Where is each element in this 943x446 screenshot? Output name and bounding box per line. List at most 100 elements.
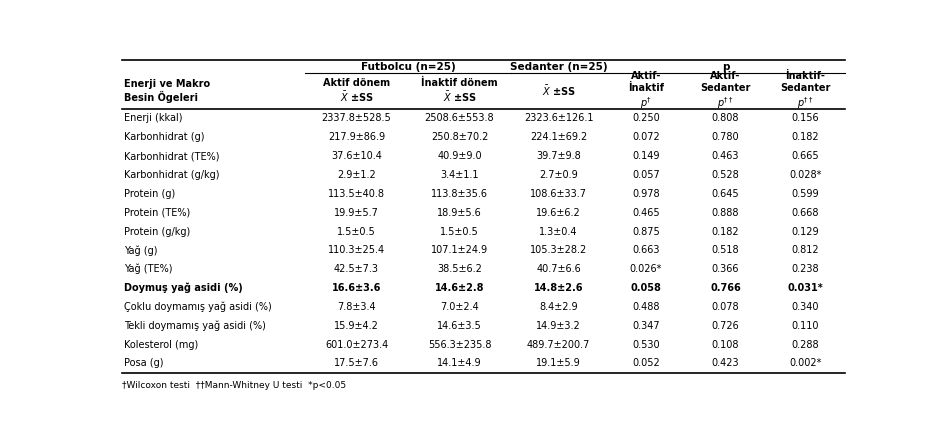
Text: 0.518: 0.518: [712, 245, 739, 256]
Text: 0.812: 0.812: [791, 245, 819, 256]
Text: 0.599: 0.599: [791, 189, 819, 199]
Text: Protein (TE%): Protein (TE%): [124, 208, 190, 218]
Text: 113.8±35.6: 113.8±35.6: [431, 189, 488, 199]
Text: 0.108: 0.108: [712, 339, 739, 350]
Text: 108.6±33.7: 108.6±33.7: [530, 189, 587, 199]
Text: 1.5±0.5: 1.5±0.5: [338, 227, 376, 236]
Text: 0.288: 0.288: [791, 339, 819, 350]
Text: 556.3±235.8: 556.3±235.8: [428, 339, 491, 350]
Text: 0.726: 0.726: [712, 321, 739, 331]
Text: 107.1±24.9: 107.1±24.9: [431, 245, 488, 256]
Text: 0.888: 0.888: [712, 208, 739, 218]
Text: $\bar{X}$ ±SS: $\bar{X}$ ±SS: [541, 84, 575, 98]
Text: 0.463: 0.463: [712, 151, 739, 161]
Text: 19.6±6.2: 19.6±6.2: [537, 208, 581, 218]
Text: Yağ (TE%): Yağ (TE%): [124, 264, 173, 274]
Text: 0.423: 0.423: [712, 359, 739, 368]
Text: Çoklu doymamış yağ asidi (%): Çoklu doymamış yağ asidi (%): [124, 301, 272, 312]
Text: Karbonhidrat (TE%): Karbonhidrat (TE%): [124, 151, 219, 161]
Text: Doymuş yağ asidi (%): Doymuş yağ asidi (%): [124, 283, 242, 293]
Text: 16.6±3.6: 16.6±3.6: [332, 283, 381, 293]
Text: 0.530: 0.530: [632, 339, 660, 350]
Text: 0.465: 0.465: [632, 208, 660, 218]
Text: 3.4±1.1: 3.4±1.1: [440, 170, 479, 180]
Text: 0.645: 0.645: [712, 189, 739, 199]
Text: 0.110: 0.110: [791, 321, 819, 331]
Text: 0.238: 0.238: [791, 264, 819, 274]
Text: 113.5±40.8: 113.5±40.8: [328, 189, 385, 199]
Text: 2323.6±126.1: 2323.6±126.1: [523, 113, 593, 124]
Text: Futbolcu (n=25): Futbolcu (n=25): [360, 62, 455, 71]
Text: 489.7±200.7: 489.7±200.7: [527, 339, 590, 350]
Text: 0.156: 0.156: [791, 113, 819, 124]
Text: 19.1±5.9: 19.1±5.9: [537, 359, 581, 368]
Text: 0.026*: 0.026*: [630, 264, 662, 274]
Text: Aktif dönem
$\bar{X}$ ±SS: Aktif dönem $\bar{X}$ ±SS: [323, 78, 390, 104]
Text: 0.808: 0.808: [712, 113, 739, 124]
Text: 0.665: 0.665: [791, 151, 819, 161]
Text: 601.0±273.4: 601.0±273.4: [325, 339, 389, 350]
Text: Aktif-
Sedanter
$p^{\dagger\dagger}$: Aktif- Sedanter $p^{\dagger\dagger}$: [701, 71, 751, 111]
Text: 0.875: 0.875: [632, 227, 660, 236]
Text: 224.1±69.2: 224.1±69.2: [530, 132, 587, 142]
Text: 0.078: 0.078: [712, 302, 739, 312]
Text: Karbonhidrat (g): Karbonhidrat (g): [124, 132, 205, 142]
Text: İnaktif-
Sedanter
$p^{\dagger\dagger}$: İnaktif- Sedanter $p^{\dagger\dagger}$: [780, 71, 831, 111]
Text: 8.4±2.9: 8.4±2.9: [539, 302, 578, 312]
Text: 0.978: 0.978: [632, 189, 660, 199]
Text: 38.5±6.2: 38.5±6.2: [438, 264, 482, 274]
Text: 0.002*: 0.002*: [789, 359, 821, 368]
Text: 14.9±3.2: 14.9±3.2: [537, 321, 581, 331]
Text: Karbonhidrat (g/kg): Karbonhidrat (g/kg): [124, 170, 219, 180]
Text: 105.3±28.2: 105.3±28.2: [530, 245, 587, 256]
Text: 0.052: 0.052: [632, 359, 660, 368]
Text: 1.5±0.5: 1.5±0.5: [440, 227, 479, 236]
Text: 17.5±7.6: 17.5±7.6: [334, 359, 379, 368]
Text: 0.528: 0.528: [712, 170, 739, 180]
Text: 14.6±3.5: 14.6±3.5: [438, 321, 482, 331]
Text: 37.6±10.4: 37.6±10.4: [331, 151, 382, 161]
Text: Yağ (g): Yağ (g): [124, 245, 157, 256]
Text: 14.8±2.6: 14.8±2.6: [534, 283, 584, 293]
Text: 0.149: 0.149: [632, 151, 659, 161]
Text: 0.340: 0.340: [791, 302, 819, 312]
Text: 217.9±86.9: 217.9±86.9: [328, 132, 385, 142]
Text: 39.7±9.8: 39.7±9.8: [537, 151, 581, 161]
Text: Sedanter (n=25): Sedanter (n=25): [510, 62, 607, 71]
Text: p: p: [721, 62, 729, 71]
Text: 2508.6±553.8: 2508.6±553.8: [424, 113, 494, 124]
Text: 19.9±5.7: 19.9±5.7: [334, 208, 379, 218]
Text: 14.6±2.8: 14.6±2.8: [435, 283, 485, 293]
Text: 7.8±3.4: 7.8±3.4: [338, 302, 376, 312]
Text: 0.488: 0.488: [632, 302, 659, 312]
Text: 0.668: 0.668: [791, 208, 819, 218]
Text: 42.5±7.3: 42.5±7.3: [334, 264, 379, 274]
Text: 0.347: 0.347: [632, 321, 660, 331]
Text: 18.9±5.6: 18.9±5.6: [438, 208, 482, 218]
Text: 0.129: 0.129: [791, 227, 819, 236]
Text: 0.072: 0.072: [632, 132, 660, 142]
Text: 250.8±70.2: 250.8±70.2: [431, 132, 488, 142]
Text: Protein (g): Protein (g): [124, 189, 175, 199]
Text: 7.0±2.4: 7.0±2.4: [440, 302, 479, 312]
Text: 2.7±0.9: 2.7±0.9: [539, 170, 578, 180]
Text: 0.182: 0.182: [791, 132, 819, 142]
Text: 0.250: 0.250: [632, 113, 660, 124]
Text: 1.3±0.4: 1.3±0.4: [539, 227, 578, 236]
Text: 2.9±1.2: 2.9±1.2: [338, 170, 376, 180]
Text: Posa (g): Posa (g): [124, 359, 163, 368]
Text: 40.7±6.6: 40.7±6.6: [537, 264, 581, 274]
Text: İnaktif dönem
$\bar{X}$ ±SS: İnaktif dönem $\bar{X}$ ±SS: [422, 78, 498, 104]
Text: 2337.8±528.5: 2337.8±528.5: [322, 113, 391, 124]
Text: 14.1±4.9: 14.1±4.9: [438, 359, 482, 368]
Text: 0.766: 0.766: [710, 283, 741, 293]
Text: Enerji (kkal): Enerji (kkal): [124, 113, 182, 124]
Text: Enerji ve Makro
Besin Ögeleri: Enerji ve Makro Besin Ögeleri: [124, 79, 210, 103]
Text: 0.058: 0.058: [631, 283, 661, 293]
Text: Kolesterol (mg): Kolesterol (mg): [124, 339, 198, 350]
Text: Protein (g/kg): Protein (g/kg): [124, 227, 190, 236]
Text: 0.028*: 0.028*: [789, 170, 821, 180]
Text: 15.9±4.2: 15.9±4.2: [334, 321, 379, 331]
Text: 0.663: 0.663: [632, 245, 659, 256]
Text: 0.780: 0.780: [712, 132, 739, 142]
